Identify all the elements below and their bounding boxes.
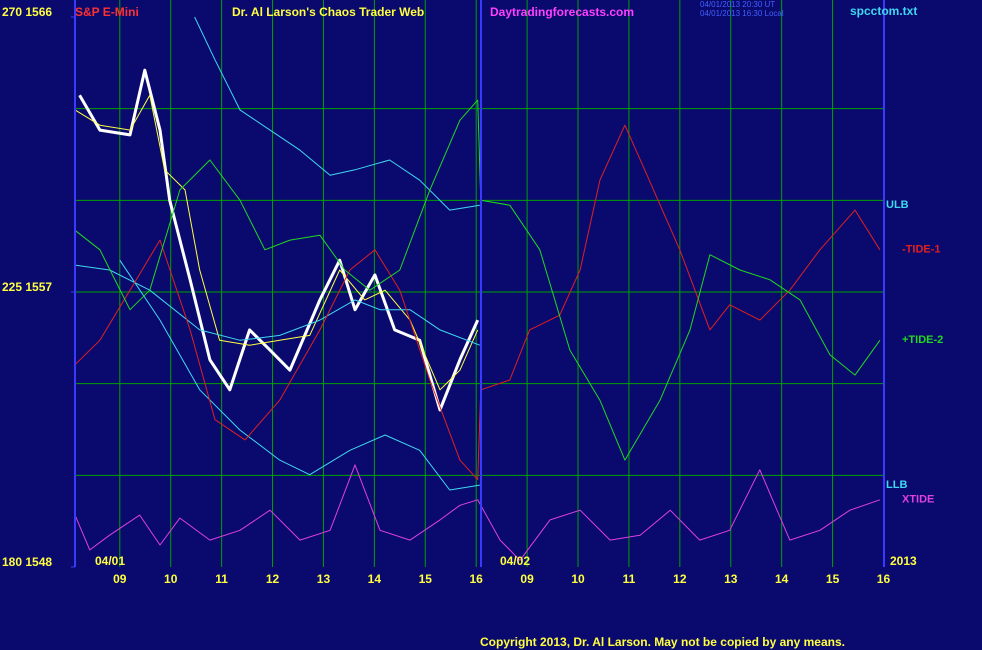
- x-tick-label: 16: [470, 572, 484, 586]
- day-label: 04/01: [95, 554, 125, 568]
- x-tick-label: 15: [419, 572, 433, 586]
- series-line: [74, 264, 480, 346]
- series-line: [119, 259, 480, 491]
- x-tick-label: 14: [775, 572, 789, 586]
- y-tick-label: 270 1566: [2, 5, 52, 19]
- series-line: [74, 464, 881, 561]
- website: Daytradingforecasts.com: [490, 5, 634, 19]
- x-tick-label: 12: [266, 572, 280, 586]
- y-tick-label: 180 1548: [2, 555, 52, 569]
- timestamp-local: 04/01/2013 16:30 Local: [700, 9, 784, 18]
- x-tick-label: 11: [623, 572, 636, 586]
- series-line: [74, 94, 479, 391]
- copyright: Copyright 2013, Dr. Al Larson. May not b…: [480, 635, 845, 649]
- x-tick-label: 09: [520, 572, 534, 586]
- x-tick-label: 14: [368, 572, 382, 586]
- x-tick-label: 10: [164, 572, 178, 586]
- x-tick-label: 13: [724, 572, 738, 586]
- x-tick-label: 12: [673, 572, 687, 586]
- x-tick-label: 09: [113, 572, 127, 586]
- instrument: S&P E-Mini: [75, 5, 139, 19]
- day-label: 04/02: [500, 554, 530, 568]
- x-tick-label: 10: [571, 572, 585, 586]
- legend-label: -TIDE-1: [902, 244, 941, 256]
- series-line: [74, 99, 881, 461]
- x-tick-label: 13: [317, 572, 331, 586]
- legend-label: ULB: [886, 199, 909, 211]
- x-tick-label: 11: [215, 572, 228, 586]
- legend-label: +TIDE-2: [902, 334, 943, 346]
- file-name: spcctom.txt: [850, 4, 917, 18]
- year-label: 2013: [890, 554, 917, 568]
- series-line: [78, 68, 480, 412]
- chart-title: Dr. Al Larson's Chaos Trader Web: [232, 5, 424, 19]
- x-tick-label: 15: [826, 572, 840, 586]
- x-tick-label: 16: [877, 572, 891, 586]
- y-tick-label: 225 1557: [2, 280, 52, 294]
- legend-label: LLB: [886, 479, 907, 491]
- timestamp-ut: 04/01/2013 20:30 UT: [700, 0, 775, 9]
- legend-label: XTIDE: [902, 494, 934, 506]
